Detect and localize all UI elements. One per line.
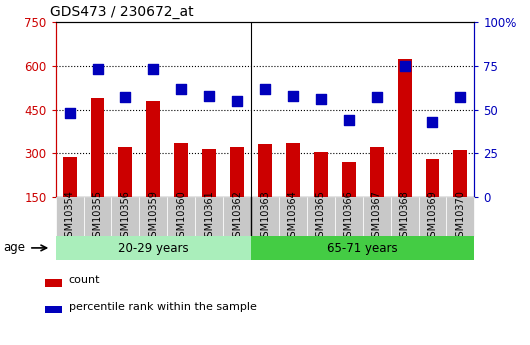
Bar bbox=[146, 101, 161, 197]
Point bbox=[261, 86, 269, 91]
Point bbox=[149, 67, 157, 72]
Bar bbox=[307, 197, 335, 236]
Text: GSM10367: GSM10367 bbox=[372, 190, 382, 243]
Bar bbox=[45, 279, 62, 287]
Text: GSM10364: GSM10364 bbox=[288, 190, 298, 243]
Bar bbox=[91, 98, 104, 197]
Text: percentile rank within the sample: percentile rank within the sample bbox=[69, 302, 257, 312]
Bar bbox=[370, 147, 384, 197]
Point bbox=[289, 93, 297, 98]
Bar bbox=[167, 197, 195, 236]
Text: count: count bbox=[69, 275, 100, 285]
Bar bbox=[223, 197, 251, 236]
Bar bbox=[84, 197, 111, 236]
Bar bbox=[56, 197, 84, 236]
Text: GSM10368: GSM10368 bbox=[400, 190, 410, 243]
Point bbox=[65, 110, 74, 116]
Text: age: age bbox=[3, 241, 25, 254]
Text: GSM10356: GSM10356 bbox=[120, 190, 130, 243]
Bar bbox=[391, 197, 419, 236]
Bar bbox=[286, 143, 300, 197]
Point bbox=[177, 86, 186, 91]
Point bbox=[456, 95, 465, 100]
Point bbox=[121, 95, 130, 100]
Bar bbox=[174, 143, 188, 197]
Point bbox=[316, 96, 325, 102]
Bar bbox=[426, 159, 439, 197]
Point bbox=[233, 98, 241, 104]
Bar bbox=[45, 306, 62, 313]
Bar bbox=[314, 152, 328, 197]
Point bbox=[400, 63, 409, 69]
Text: GSM10365: GSM10365 bbox=[316, 190, 326, 243]
Text: GSM10370: GSM10370 bbox=[455, 190, 465, 243]
Point bbox=[373, 95, 381, 100]
Bar bbox=[342, 162, 356, 197]
Bar bbox=[454, 150, 467, 197]
Text: GSM10369: GSM10369 bbox=[428, 190, 437, 243]
Bar bbox=[230, 147, 244, 197]
Bar bbox=[335, 197, 363, 236]
Bar bbox=[363, 197, 391, 236]
Text: GSM10355: GSM10355 bbox=[93, 190, 102, 243]
Point bbox=[428, 119, 437, 125]
Bar bbox=[139, 197, 167, 236]
Bar bbox=[419, 197, 446, 236]
Point bbox=[93, 67, 102, 72]
Text: GSM10354: GSM10354 bbox=[65, 190, 75, 243]
Point bbox=[205, 93, 214, 98]
Bar bbox=[398, 59, 412, 197]
Bar bbox=[63, 157, 77, 197]
Bar bbox=[195, 197, 223, 236]
Bar bbox=[258, 144, 272, 197]
Text: GDS473 / 230672_at: GDS473 / 230672_at bbox=[50, 5, 194, 19]
Bar bbox=[202, 149, 216, 197]
Text: GSM10363: GSM10363 bbox=[260, 190, 270, 243]
Text: GSM10360: GSM10360 bbox=[176, 190, 186, 243]
Text: GSM10362: GSM10362 bbox=[232, 190, 242, 243]
Text: GSM10359: GSM10359 bbox=[148, 190, 158, 243]
Bar bbox=[446, 197, 474, 236]
Point bbox=[344, 117, 353, 123]
Bar bbox=[119, 147, 132, 197]
Text: 65-71 years: 65-71 years bbox=[328, 242, 398, 255]
Text: GSM10361: GSM10361 bbox=[204, 190, 214, 243]
Bar bbox=[111, 197, 139, 236]
Bar bbox=[56, 236, 251, 260]
Bar bbox=[251, 236, 474, 260]
Bar bbox=[251, 197, 279, 236]
Bar bbox=[279, 197, 307, 236]
Text: GSM10366: GSM10366 bbox=[344, 190, 354, 243]
Text: 20-29 years: 20-29 years bbox=[118, 242, 189, 255]
